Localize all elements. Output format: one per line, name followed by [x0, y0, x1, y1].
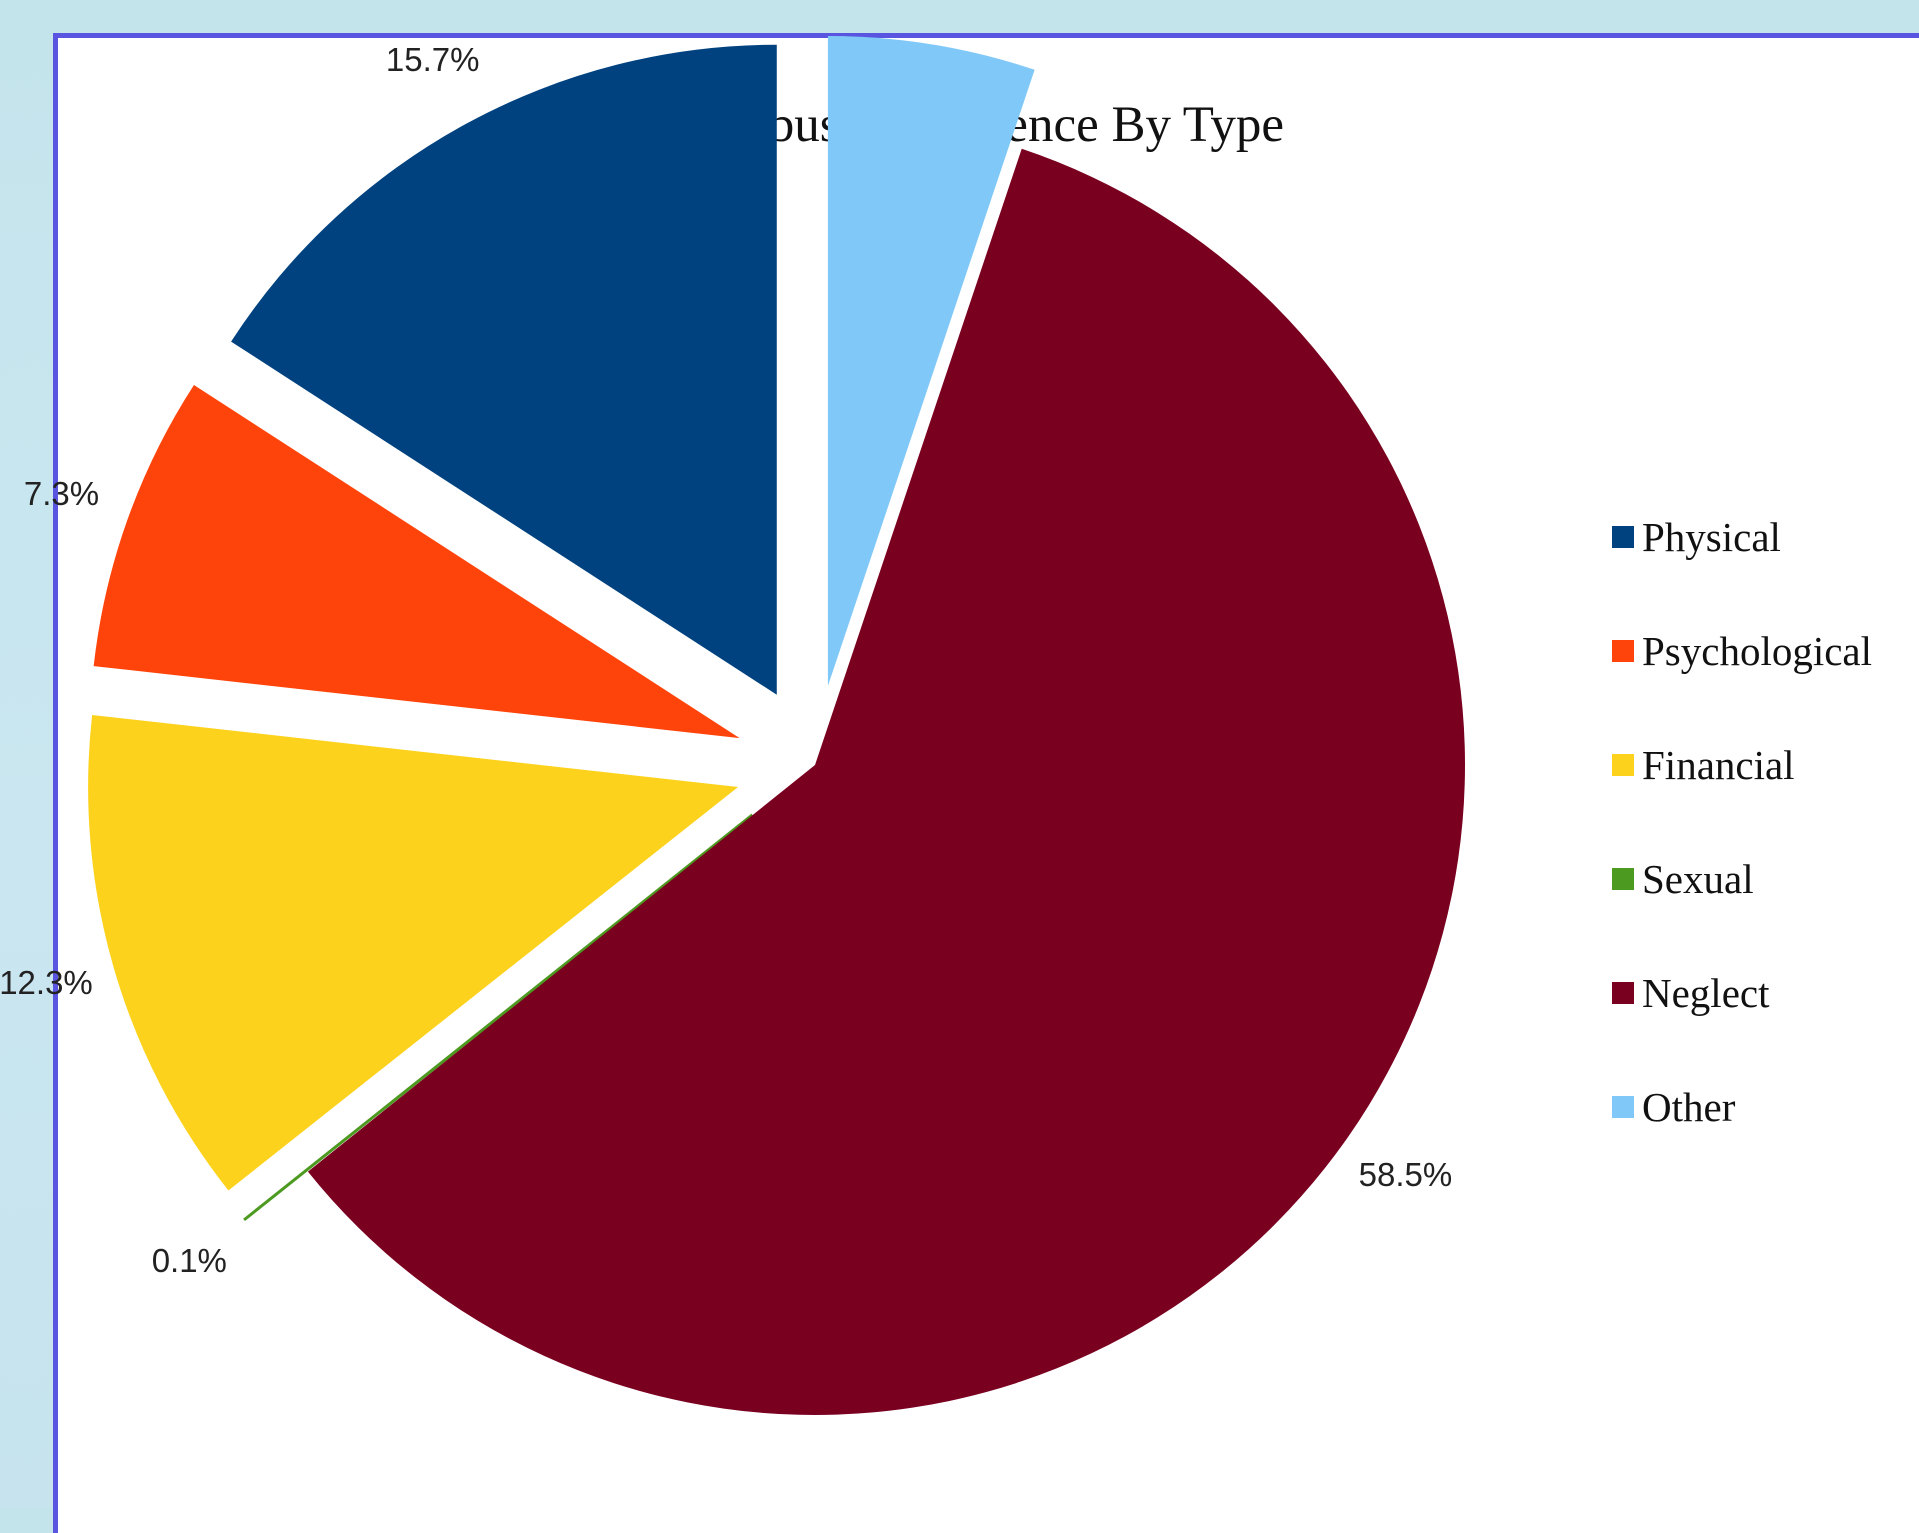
legend-label-neglect: Neglect	[1642, 970, 1770, 1016]
data-label-physical: 15.7%	[386, 41, 480, 78]
legend-item-sexual: Sexual	[1612, 822, 1872, 936]
legend-swatch-physical	[1612, 526, 1634, 548]
pie-slice-other	[827, 36, 1035, 687]
legend-swatch-neglect	[1612, 982, 1634, 1004]
legend-item-other: Other	[1612, 1050, 1872, 1164]
legend-item-psychological: Psychological	[1612, 594, 1872, 708]
legend-swatch-financial	[1612, 754, 1634, 776]
legend-item-neglect: Neglect	[1612, 936, 1872, 1050]
legend-label-physical: Physical	[1642, 514, 1781, 560]
pie-slice-neglect	[307, 148, 1465, 1415]
legend-item-financial: Financial	[1612, 708, 1872, 822]
pie-slice-financial	[88, 715, 739, 1191]
legend-item-physical: Physical	[1612, 480, 1872, 594]
legend-label-financial: Financial	[1642, 742, 1795, 788]
data-label-psychological: 7.3%	[24, 475, 99, 512]
legend-label-sexual: Sexual	[1642, 856, 1754, 902]
legend-swatch-psychological	[1612, 640, 1634, 662]
data-label-sexual: 0.1%	[152, 1242, 227, 1279]
legend-swatch-other	[1612, 1096, 1634, 1118]
pie-slice-sexual	[243, 813, 754, 1222]
data-label-financial: 12.3%	[0, 964, 93, 1001]
legend-label-psychological: Psychological	[1642, 628, 1873, 674]
pie-slice-physical	[231, 44, 777, 695]
pie-slice-psychological	[93, 384, 740, 739]
legend-label-other: Other	[1642, 1084, 1736, 1130]
legend-swatch-sexual	[1612, 868, 1634, 890]
data-label-neglect: 58.5%	[1359, 1156, 1453, 1193]
chart-legend: Physical Psychological Financial Sexual Negl…	[1612, 480, 1872, 1164]
